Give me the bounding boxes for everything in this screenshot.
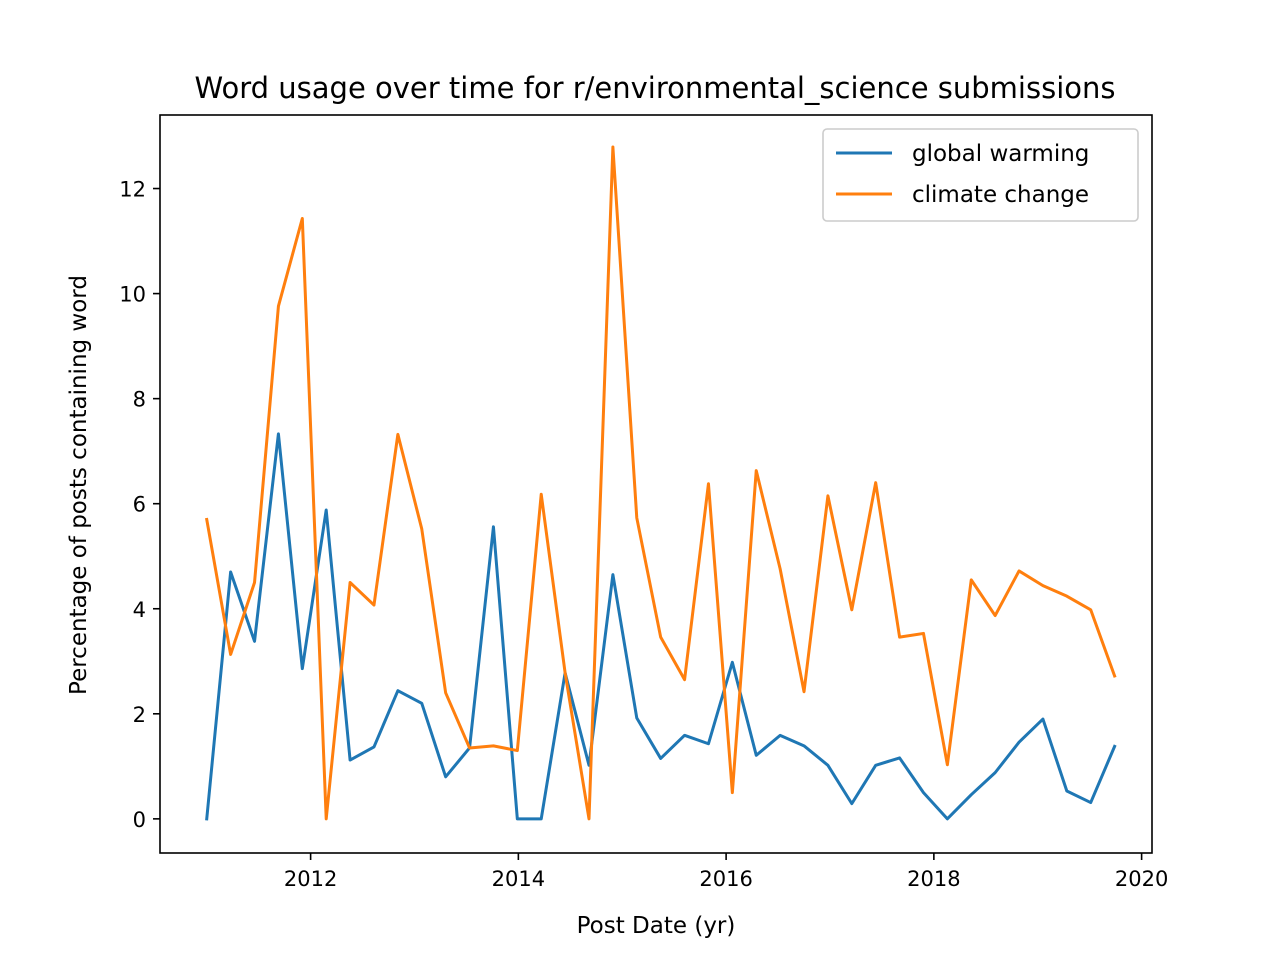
chart-title: Word usage over time for r/environmental…: [195, 71, 1116, 105]
legend-frame: [822, 128, 1139, 222]
series-layer: [205, 145, 1117, 821]
axes-frame: [159, 114, 1153, 854]
x-tick-label: 2014: [492, 867, 545, 891]
y-axis-label: Percentage of posts containing word: [66, 275, 92, 695]
y-tick-label: 4: [133, 598, 146, 622]
y-tick-label: 2: [133, 703, 146, 727]
y-tick-label: 6: [133, 493, 146, 517]
plot-area: 2012 2014 2016 2018 2020 0 2 4 6 8 10 12: [119, 114, 1168, 891]
y-tick-label: 10: [119, 283, 146, 307]
x-tick-label: 2016: [699, 867, 752, 891]
y-axis-ticks: 0 2 4 6 8 10 12: [119, 178, 160, 832]
series-line-global-warming: [205, 432, 1117, 821]
y-tick-label: 0: [133, 808, 146, 832]
x-axis-label: Post Date (yr): [577, 913, 736, 939]
legend: global warming climate change: [822, 128, 1139, 222]
legend-label-climate-change: climate change: [912, 182, 1089, 208]
x-tick-label: 2012: [284, 867, 337, 891]
legend-label-global-warming: global warming: [912, 141, 1089, 167]
x-axis-ticks: 2012 2014 2016 2018 2020: [284, 853, 1168, 891]
x-tick-label: 2020: [1115, 867, 1168, 891]
y-tick-label: 8: [133, 388, 146, 412]
x-tick-label: 2018: [907, 867, 960, 891]
y-tick-label: 12: [119, 178, 146, 202]
series-line-climate-change: [205, 145, 1117, 821]
